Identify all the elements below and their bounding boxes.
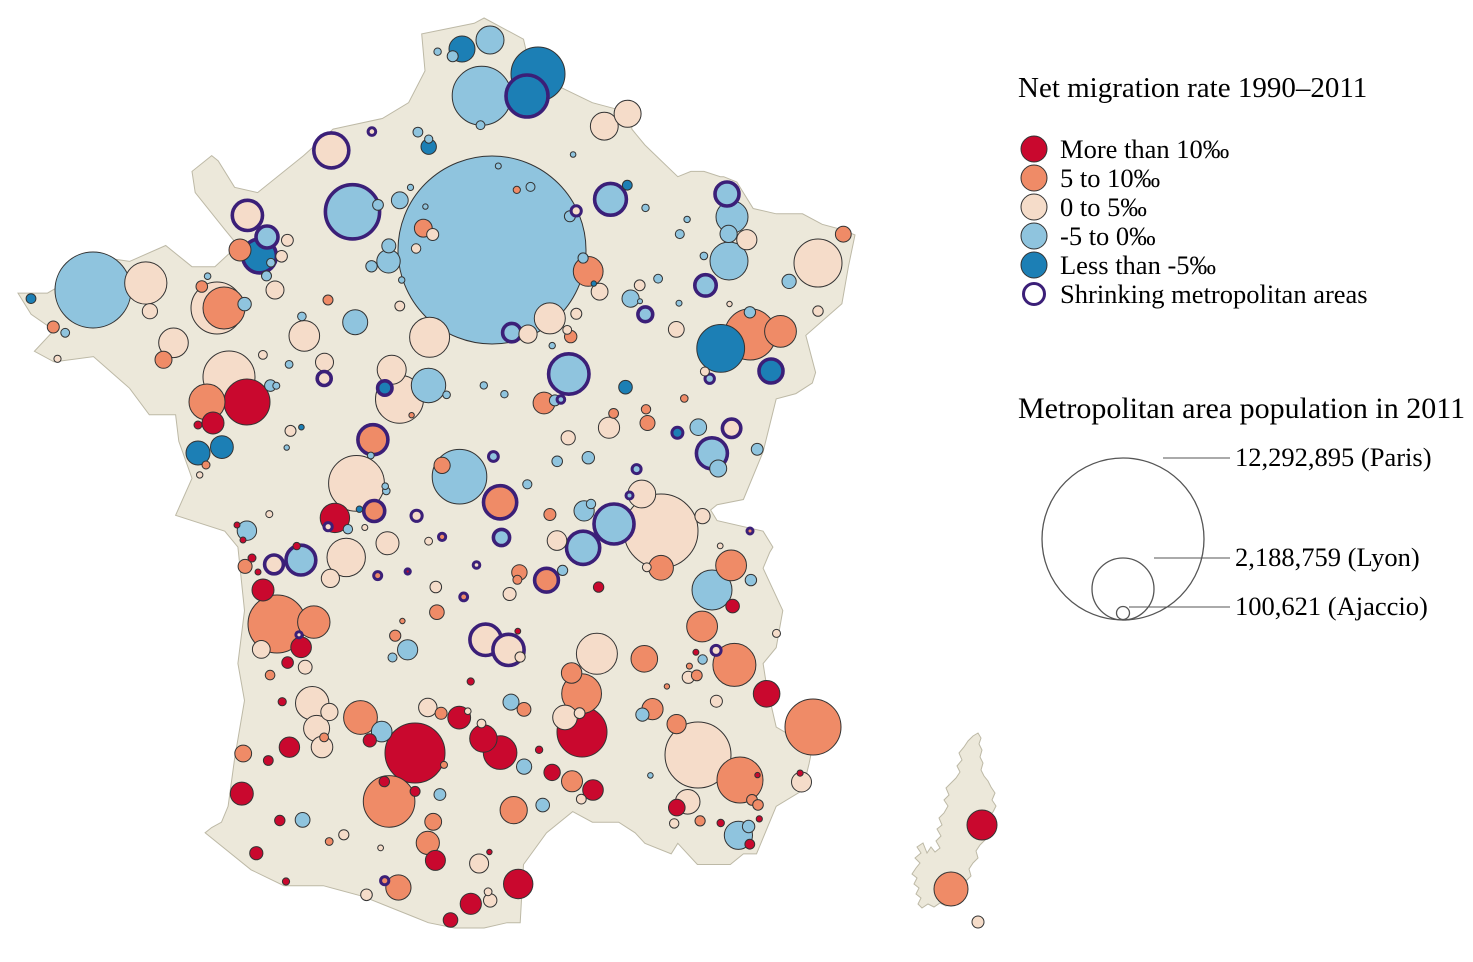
svg-text:5 to 10‰: 5 to 10‰ [1060, 163, 1160, 193]
svg-text:12,292,895 (Paris): 12,292,895 (Paris) [1235, 442, 1432, 472]
svg-text:Less than -5‰: Less than -5‰ [1060, 250, 1216, 280]
svg-text:0 to 5‰: 0 to 5‰ [1060, 192, 1147, 222]
svg-text:Metropolitan area population i: Metropolitan area population in 2011 [1018, 392, 1465, 425]
svg-text:100,621 (Ajaccio): 100,621 (Ajaccio) [1235, 591, 1428, 621]
svg-text:Shrinking metropolitan areas: Shrinking metropolitan areas [1060, 279, 1368, 309]
svg-text:More than 10‰: More than 10‰ [1060, 134, 1229, 164]
svg-text:Net migration rate 1990–2011: Net migration rate 1990–2011 [1018, 72, 1367, 104]
svg-text:-5 to 0‰: -5 to 0‰ [1060, 221, 1156, 251]
svg-text:2,188,759 (Lyon): 2,188,759 (Lyon) [1235, 542, 1420, 572]
